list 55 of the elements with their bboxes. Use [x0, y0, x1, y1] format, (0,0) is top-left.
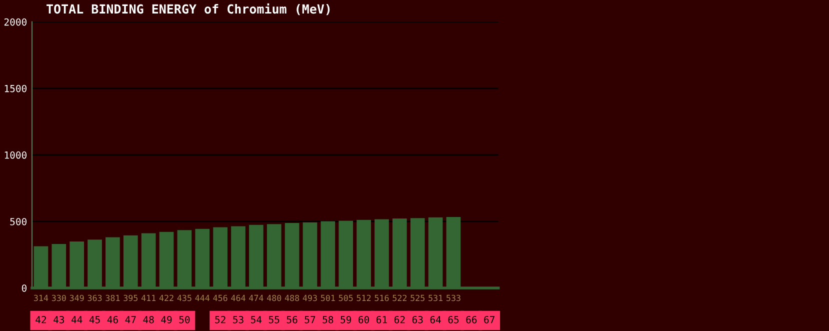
- data-label: 314: [34, 294, 48, 302]
- x-tick-label: 44: [71, 316, 82, 324]
- x-tick-label: 42: [36, 316, 46, 324]
- data-label: 363: [88, 294, 102, 302]
- y-tick-label: 1000: [4, 151, 27, 159]
- data-label: 349: [70, 294, 84, 302]
- data-label: 505: [338, 294, 353, 302]
- x-tick-label: 60: [358, 316, 370, 324]
- data-label: 488: [284, 294, 300, 302]
- data-label: 533: [446, 294, 460, 302]
- data-label: 493: [302, 294, 317, 302]
- x-tick-label: 46: [107, 316, 118, 324]
- data-label: 464: [231, 294, 246, 302]
- x-tick-label: 54: [251, 316, 262, 324]
- data-label: 522: [392, 294, 406, 302]
- x-tick-label: 50: [179, 316, 190, 324]
- x-tick-label: 62: [394, 316, 405, 324]
- data-label: 395: [124, 294, 138, 302]
- x-tick-label: 53: [233, 316, 244, 324]
- x-tick-label: 58: [322, 316, 334, 324]
- x-tick-label: 56: [286, 316, 298, 324]
- data-label: 330: [52, 294, 66, 302]
- y-tick-label: 500: [10, 218, 27, 226]
- data-label: 516: [374, 294, 389, 302]
- data-label: 525: [410, 294, 424, 302]
- x-tick-label: 59: [340, 316, 352, 324]
- data-label: 456: [213, 294, 228, 302]
- x-tick-label: 66: [466, 316, 477, 324]
- x-tick-label: 52: [215, 316, 226, 324]
- x-tick-label: 63: [412, 316, 423, 324]
- x-tick-label: 48: [143, 316, 154, 324]
- x-tick-label: 57: [304, 316, 316, 324]
- x-tick-label: 65: [448, 316, 459, 324]
- x-tick-label: 49: [161, 316, 172, 324]
- x-tick-label: 47: [125, 316, 136, 324]
- x-tick-label: 43: [54, 316, 64, 324]
- y-tick-label: 0: [22, 284, 27, 292]
- y-tick-label: 2000: [4, 18, 27, 26]
- chart-title: TOTAL BINDING ENERGY of Chromium (MeV): [46, 3, 330, 16]
- data-label: 501: [320, 294, 335, 302]
- x-tick-label: 55: [268, 316, 280, 324]
- x-tick-label: 45: [89, 316, 100, 324]
- data-label: 435: [177, 294, 192, 302]
- data-label: 381: [106, 294, 120, 302]
- data-label: 512: [356, 294, 371, 302]
- y-tick-label: 1500: [4, 84, 27, 92]
- data-label: 422: [159, 294, 174, 301]
- x-tick-label: 67: [484, 316, 494, 324]
- data-label: 480: [267, 294, 282, 302]
- x-tick-label: 64: [430, 316, 441, 324]
- data-label: 531: [428, 294, 442, 302]
- x-tick-label: 61: [376, 316, 387, 324]
- data-label: 474: [249, 294, 264, 301]
- data-label: 444: [195, 294, 210, 301]
- data-label: 411: [141, 294, 156, 301]
